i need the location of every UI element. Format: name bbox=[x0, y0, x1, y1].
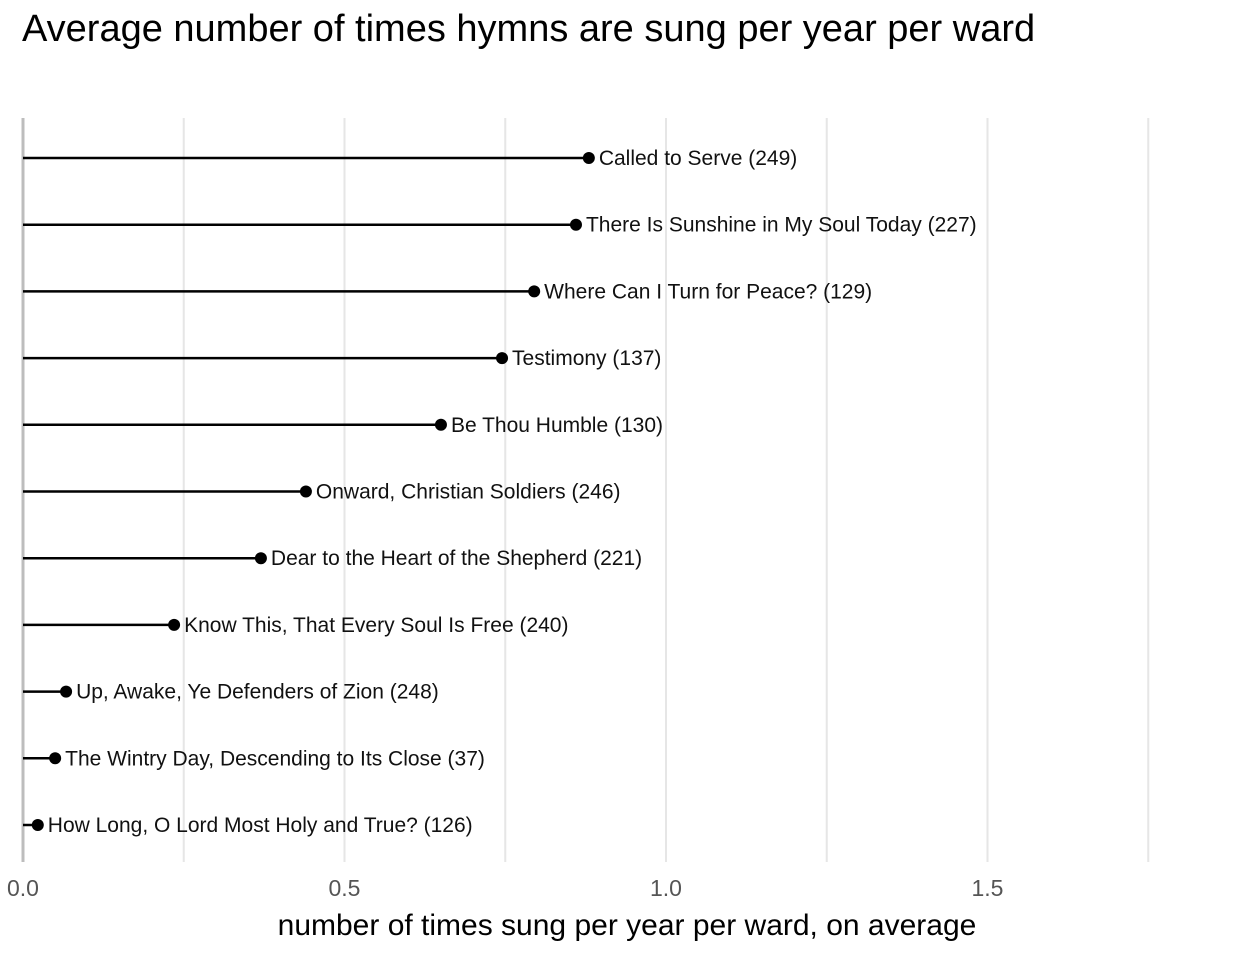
lollipop-dot bbox=[496, 352, 509, 365]
x-tick-label: 0.0 bbox=[7, 875, 39, 901]
lollipop-dot bbox=[254, 552, 267, 565]
point-label: How Long, O Lord Most Holy and True? (12… bbox=[48, 814, 473, 837]
point-label: Onward, Christian Soldiers (246) bbox=[316, 481, 621, 504]
point-label: Up, Awake, Ye Defenders of Zion (248) bbox=[76, 681, 439, 704]
point-label: Where Can I Turn for Peace? (129) bbox=[544, 280, 872, 303]
lollipop-dot bbox=[299, 485, 312, 498]
point-label: Be Thou Humble (130) bbox=[451, 414, 663, 437]
x-tick-label: 1.5 bbox=[972, 875, 1004, 901]
lollipop-dot bbox=[434, 418, 447, 431]
lollipop-dot bbox=[582, 152, 595, 164]
x-axis-title: number of times sung per year per ward, … bbox=[278, 909, 977, 942]
point-label: Dear to the Heart of the Shepherd (221) bbox=[271, 547, 642, 570]
point-label: There Is Sunshine in My Soul Today (227) bbox=[586, 214, 977, 237]
lollipop-dot bbox=[569, 218, 582, 231]
x-tick-label: 0.5 bbox=[329, 875, 361, 901]
lollipop-dot bbox=[49, 752, 62, 765]
lollipop-dot bbox=[528, 285, 541, 298]
gridlines bbox=[21, 118, 1150, 862]
lollipop-dot bbox=[60, 685, 73, 698]
point-label: Called to Serve (249) bbox=[599, 147, 797, 170]
lollipop-stems bbox=[23, 156, 589, 827]
point-label: Testimony (137) bbox=[512, 347, 661, 370]
x-tick-labels: 0.0 0.5 1.0 1.5 bbox=[7, 875, 1003, 901]
point-label: Know This, That Every Soul Is Free (240) bbox=[184, 614, 568, 637]
lollipop-dots bbox=[31, 152, 595, 831]
chart-title: Average number of times hymns are sung p… bbox=[22, 8, 1036, 50]
lollipop-dot bbox=[168, 618, 181, 631]
x-tick-label: 1.0 bbox=[650, 875, 682, 901]
lollipop-dot bbox=[31, 819, 44, 831]
point-label: The Wintry Day, Descending to Its Close … bbox=[65, 747, 485, 770]
point-labels: Called to Serve (249) There Is Sunshine i… bbox=[48, 147, 977, 837]
